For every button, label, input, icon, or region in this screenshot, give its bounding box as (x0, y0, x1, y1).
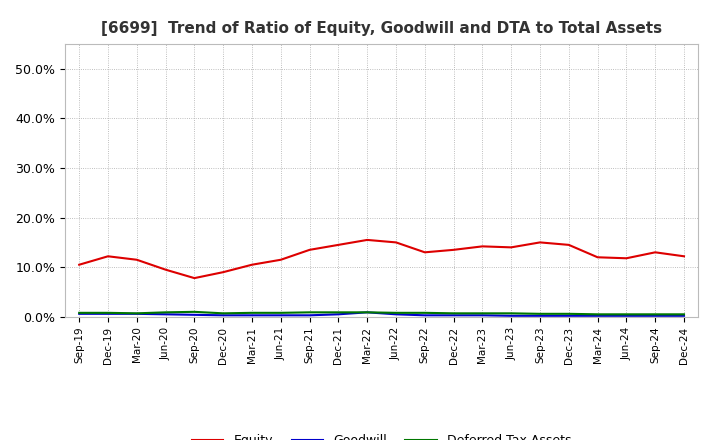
Equity (276, 257, 285, 262)
Goodwill (449, 313, 458, 318)
Goodwill (622, 313, 631, 319)
Goodwill (593, 313, 602, 319)
Goodwill (190, 312, 199, 317)
Equity (507, 245, 516, 250)
Deferred Tax Assets (593, 312, 602, 317)
Goodwill (161, 312, 170, 317)
Equity (305, 247, 314, 253)
Deferred Tax Assets (680, 312, 688, 317)
Deferred Tax Assets (449, 311, 458, 316)
Deferred Tax Assets (564, 311, 573, 316)
Deferred Tax Assets (132, 311, 141, 316)
Equity (132, 257, 141, 262)
Equity (420, 249, 429, 255)
Goodwill (507, 313, 516, 319)
Deferred Tax Assets (104, 310, 112, 315)
Equity (593, 255, 602, 260)
Line: Deferred Tax Assets: Deferred Tax Assets (79, 312, 684, 314)
Line: Equity: Equity (79, 240, 684, 278)
Deferred Tax Assets (363, 310, 372, 315)
Equity (219, 270, 228, 275)
Equity (104, 253, 112, 259)
Title: [6699]  Trend of Ratio of Equity, Goodwill and DTA to Total Assets: [6699] Trend of Ratio of Equity, Goodwil… (101, 21, 662, 36)
Equity (75, 262, 84, 268)
Deferred Tax Assets (507, 311, 516, 316)
Deferred Tax Assets (478, 311, 487, 316)
Goodwill (104, 311, 112, 316)
Goodwill (219, 313, 228, 318)
Deferred Tax Assets (536, 311, 544, 316)
Goodwill (536, 313, 544, 319)
Goodwill (363, 310, 372, 315)
Goodwill (334, 312, 343, 317)
Goodwill (680, 313, 688, 319)
Equity (161, 267, 170, 272)
Deferred Tax Assets (248, 310, 256, 315)
Equity (363, 237, 372, 242)
Goodwill (248, 313, 256, 318)
Goodwill (132, 311, 141, 316)
Goodwill (276, 313, 285, 318)
Goodwill (478, 313, 487, 318)
Equity (564, 242, 573, 248)
Goodwill (420, 313, 429, 318)
Legend: Equity, Goodwill, Deferred Tax Assets: Equity, Goodwill, Deferred Tax Assets (187, 429, 576, 440)
Deferred Tax Assets (190, 309, 199, 315)
Equity (392, 240, 400, 245)
Equity (536, 240, 544, 245)
Line: Goodwill: Goodwill (79, 312, 684, 316)
Goodwill (564, 313, 573, 319)
Goodwill (651, 313, 660, 319)
Deferred Tax Assets (420, 310, 429, 315)
Equity (680, 253, 688, 259)
Goodwill (392, 312, 400, 317)
Deferred Tax Assets (622, 312, 631, 317)
Goodwill (305, 313, 314, 318)
Deferred Tax Assets (75, 310, 84, 315)
Deferred Tax Assets (651, 312, 660, 317)
Deferred Tax Assets (276, 310, 285, 315)
Deferred Tax Assets (219, 311, 228, 316)
Equity (248, 262, 256, 268)
Deferred Tax Assets (334, 310, 343, 315)
Equity (190, 275, 199, 281)
Equity (478, 244, 487, 249)
Equity (334, 242, 343, 248)
Equity (622, 256, 631, 261)
Equity (651, 249, 660, 255)
Goodwill (75, 311, 84, 316)
Deferred Tax Assets (305, 310, 314, 315)
Deferred Tax Assets (161, 310, 170, 315)
Equity (449, 247, 458, 253)
Deferred Tax Assets (392, 310, 400, 315)
